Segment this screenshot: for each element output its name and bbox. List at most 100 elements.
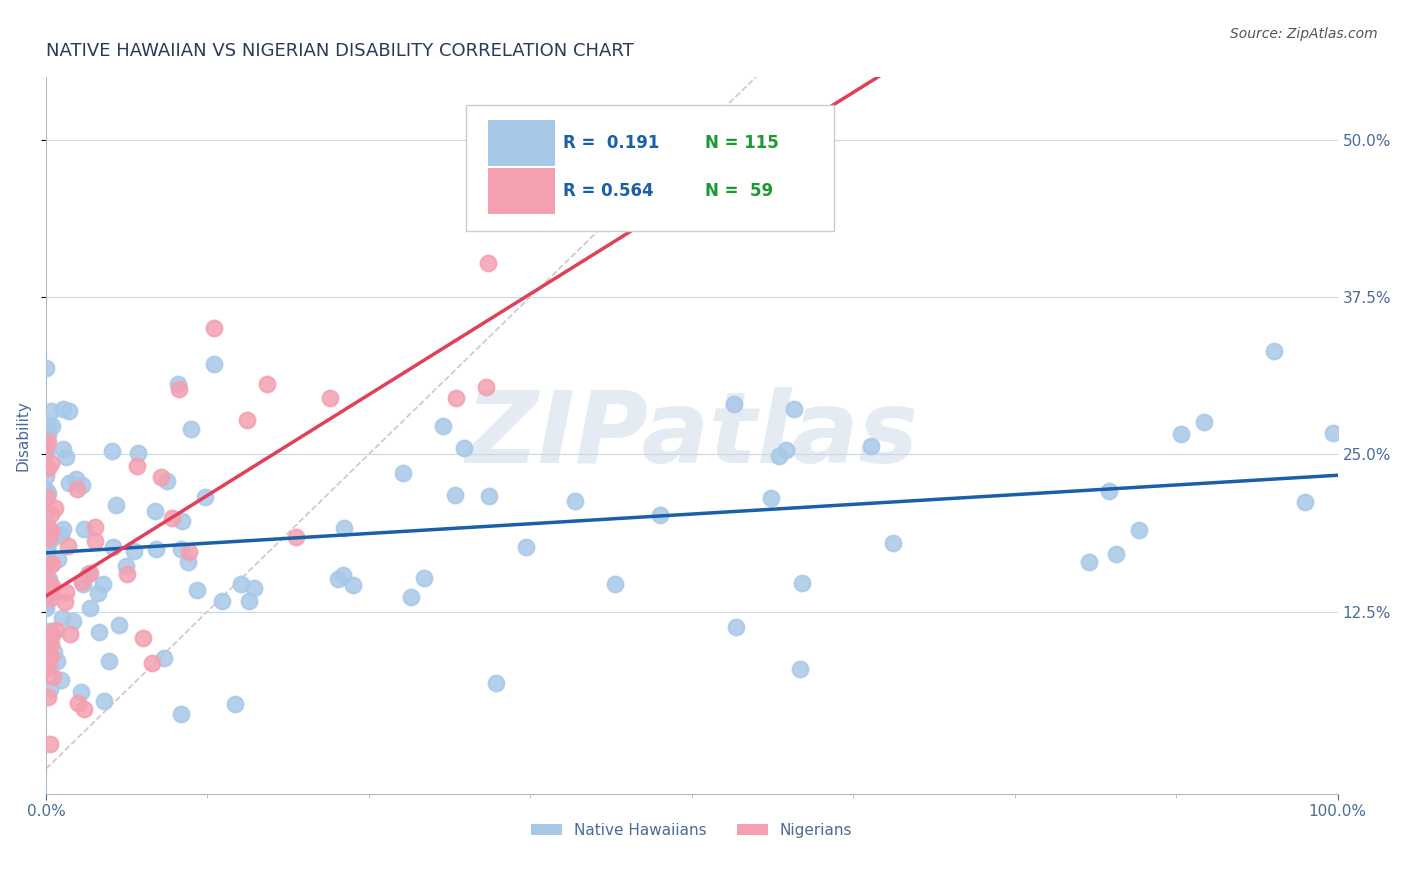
Point xyxy=(202,321,225,335)
Point xyxy=(333,521,356,535)
Point xyxy=(38,531,60,545)
Point xyxy=(186,583,208,598)
Point xyxy=(477,256,499,270)
Point xyxy=(38,524,60,538)
Point xyxy=(45,624,67,638)
Point xyxy=(231,577,253,591)
Point xyxy=(35,527,58,541)
Point xyxy=(478,489,501,503)
Point xyxy=(38,681,60,696)
Point xyxy=(170,541,193,556)
Point xyxy=(55,585,77,599)
Point xyxy=(35,442,58,456)
Point xyxy=(783,402,806,417)
Point xyxy=(224,697,246,711)
Point xyxy=(66,696,89,710)
Point xyxy=(46,654,69,668)
Point xyxy=(285,530,308,544)
Point xyxy=(432,419,454,434)
Point xyxy=(392,466,415,480)
Point xyxy=(86,586,108,600)
Point xyxy=(775,442,797,457)
Point xyxy=(72,576,94,591)
Point xyxy=(35,596,58,610)
Point xyxy=(37,427,59,442)
Point xyxy=(35,540,58,554)
Point xyxy=(52,442,75,457)
Point xyxy=(58,475,80,490)
Point xyxy=(105,498,128,512)
Point xyxy=(1077,555,1099,569)
Point xyxy=(167,382,190,396)
Point xyxy=(35,550,58,565)
Point xyxy=(141,657,163,671)
Point xyxy=(723,397,745,411)
Point xyxy=(603,577,626,591)
Point xyxy=(166,377,188,392)
FancyBboxPatch shape xyxy=(488,120,555,166)
Point xyxy=(35,637,58,651)
Point xyxy=(515,540,537,554)
FancyBboxPatch shape xyxy=(465,105,834,231)
Point xyxy=(37,435,59,450)
Point xyxy=(84,520,107,534)
Point xyxy=(194,491,217,505)
Point xyxy=(37,627,59,641)
Point xyxy=(160,511,183,525)
Point xyxy=(41,626,63,640)
Point xyxy=(35,633,58,648)
Point xyxy=(59,627,82,641)
Point xyxy=(87,625,110,640)
Point xyxy=(35,554,58,568)
Point xyxy=(66,482,89,496)
Point xyxy=(127,446,149,460)
Point xyxy=(37,486,59,500)
Point xyxy=(413,571,436,585)
Point xyxy=(73,522,96,536)
Point xyxy=(35,656,58,670)
Point xyxy=(70,574,93,589)
Point xyxy=(62,614,84,628)
Point xyxy=(236,413,259,427)
Point xyxy=(98,654,121,668)
Point xyxy=(35,468,58,483)
Point xyxy=(38,579,60,593)
Point xyxy=(49,673,72,687)
Point xyxy=(39,582,62,597)
Text: N =  59: N = 59 xyxy=(704,182,773,201)
Point xyxy=(332,568,354,582)
Point xyxy=(39,630,62,644)
Point xyxy=(453,441,475,455)
Point xyxy=(39,557,62,571)
Point xyxy=(145,542,167,557)
Point xyxy=(153,651,176,665)
Point xyxy=(41,579,63,593)
Point xyxy=(41,557,63,571)
Point xyxy=(39,507,62,521)
Text: N = 115: N = 115 xyxy=(704,134,779,152)
Point xyxy=(39,637,62,651)
Point xyxy=(53,595,76,609)
Point xyxy=(35,650,58,665)
Point xyxy=(49,527,72,541)
Point xyxy=(115,566,138,581)
Point xyxy=(790,575,813,590)
Point xyxy=(39,586,62,600)
Point xyxy=(1322,426,1344,441)
Point xyxy=(100,443,122,458)
Point xyxy=(143,504,166,518)
Point xyxy=(35,570,58,584)
Point xyxy=(156,474,179,488)
Point xyxy=(1170,426,1192,441)
FancyBboxPatch shape xyxy=(488,168,555,214)
Point xyxy=(39,404,62,418)
Point xyxy=(1098,483,1121,498)
Point xyxy=(564,493,586,508)
Point xyxy=(444,488,467,502)
Point xyxy=(35,517,58,532)
Point xyxy=(38,624,60,639)
Point xyxy=(132,631,155,645)
Point xyxy=(39,737,62,751)
Point xyxy=(76,567,98,582)
Point xyxy=(93,694,115,708)
